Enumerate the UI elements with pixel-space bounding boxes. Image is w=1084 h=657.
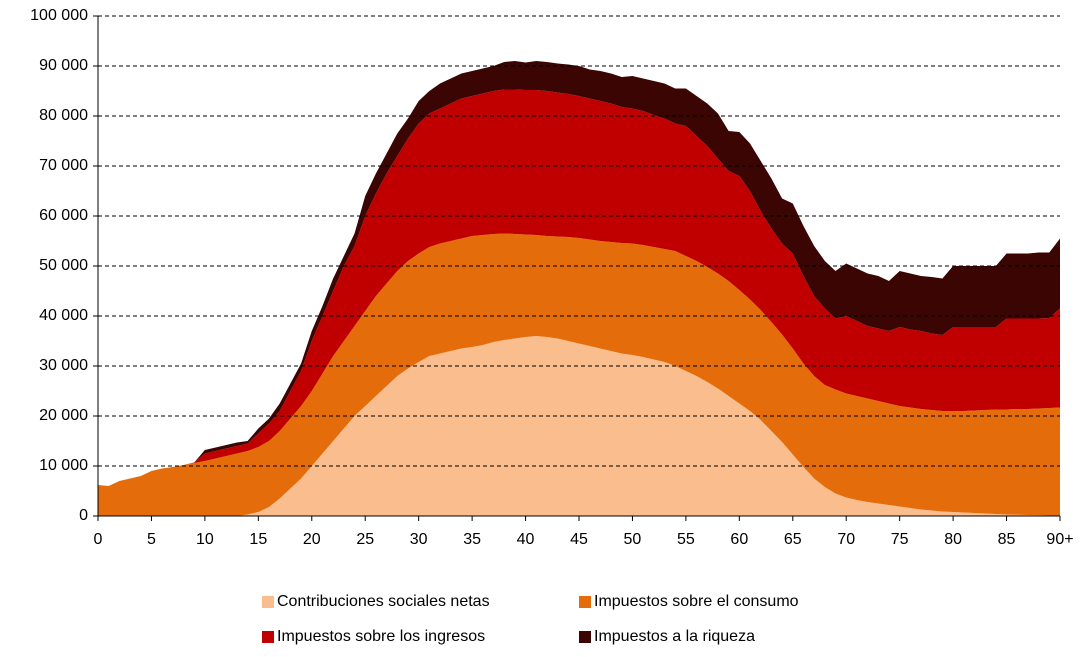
x-tick-label: 0 [94,531,103,548]
x-tick-label: 45 [570,531,588,548]
legend-swatch [262,596,274,608]
y-tick-label: 10 000 [39,457,88,474]
x-tick-label: 20 [303,531,321,548]
x-tick-label: 60 [730,531,748,548]
area [98,89,1060,486]
legend-label: Impuestos a la riqueza [594,628,755,645]
x-tick-label: 55 [677,531,695,548]
x-tick-label: 15 [249,531,267,548]
legend-swatch [262,631,274,643]
x-tick-label: 25 [356,531,374,548]
y-tick-label: 0 [79,507,88,524]
area [98,233,1060,516]
x-tick-label: 65 [784,531,802,548]
x-tick-label: 70 [837,531,855,548]
area [98,336,1060,516]
y-tick-label: 70 000 [39,157,88,174]
y-tick-label: 80 000 [39,107,88,124]
x-tick-label: 10 [196,531,214,548]
x-tick-label: 75 [891,531,909,548]
x-tick-label: 85 [998,531,1016,548]
legend-label: Impuestos sobre el consumo [594,593,799,610]
legend-swatch [579,596,591,608]
y-tick-label: 20 000 [39,407,88,424]
x-tick-label: 80 [944,531,962,548]
x-tick-label: 50 [624,531,642,548]
legend-label: Impuestos sobre los ingresos [277,628,485,645]
x-tick-label: 5 [147,531,156,548]
y-tick-label: 60 000 [39,207,88,224]
x-tick-label: 40 [517,531,535,548]
y-tick-label: 90 000 [39,57,88,74]
x-tick-label: 30 [410,531,428,548]
y-tick-label: 50 000 [39,257,88,274]
y-tick-label: 30 000 [39,357,88,374]
x-tick-label: 90+ [1046,531,1073,548]
area [98,61,1060,486]
x-tick-label: 35 [463,531,481,548]
y-tick-label: 40 000 [39,307,88,324]
y-tick-label: 100 000 [30,7,88,24]
legend-swatch [579,631,591,643]
legend-label: Contribuciones sociales netas [277,593,490,610]
